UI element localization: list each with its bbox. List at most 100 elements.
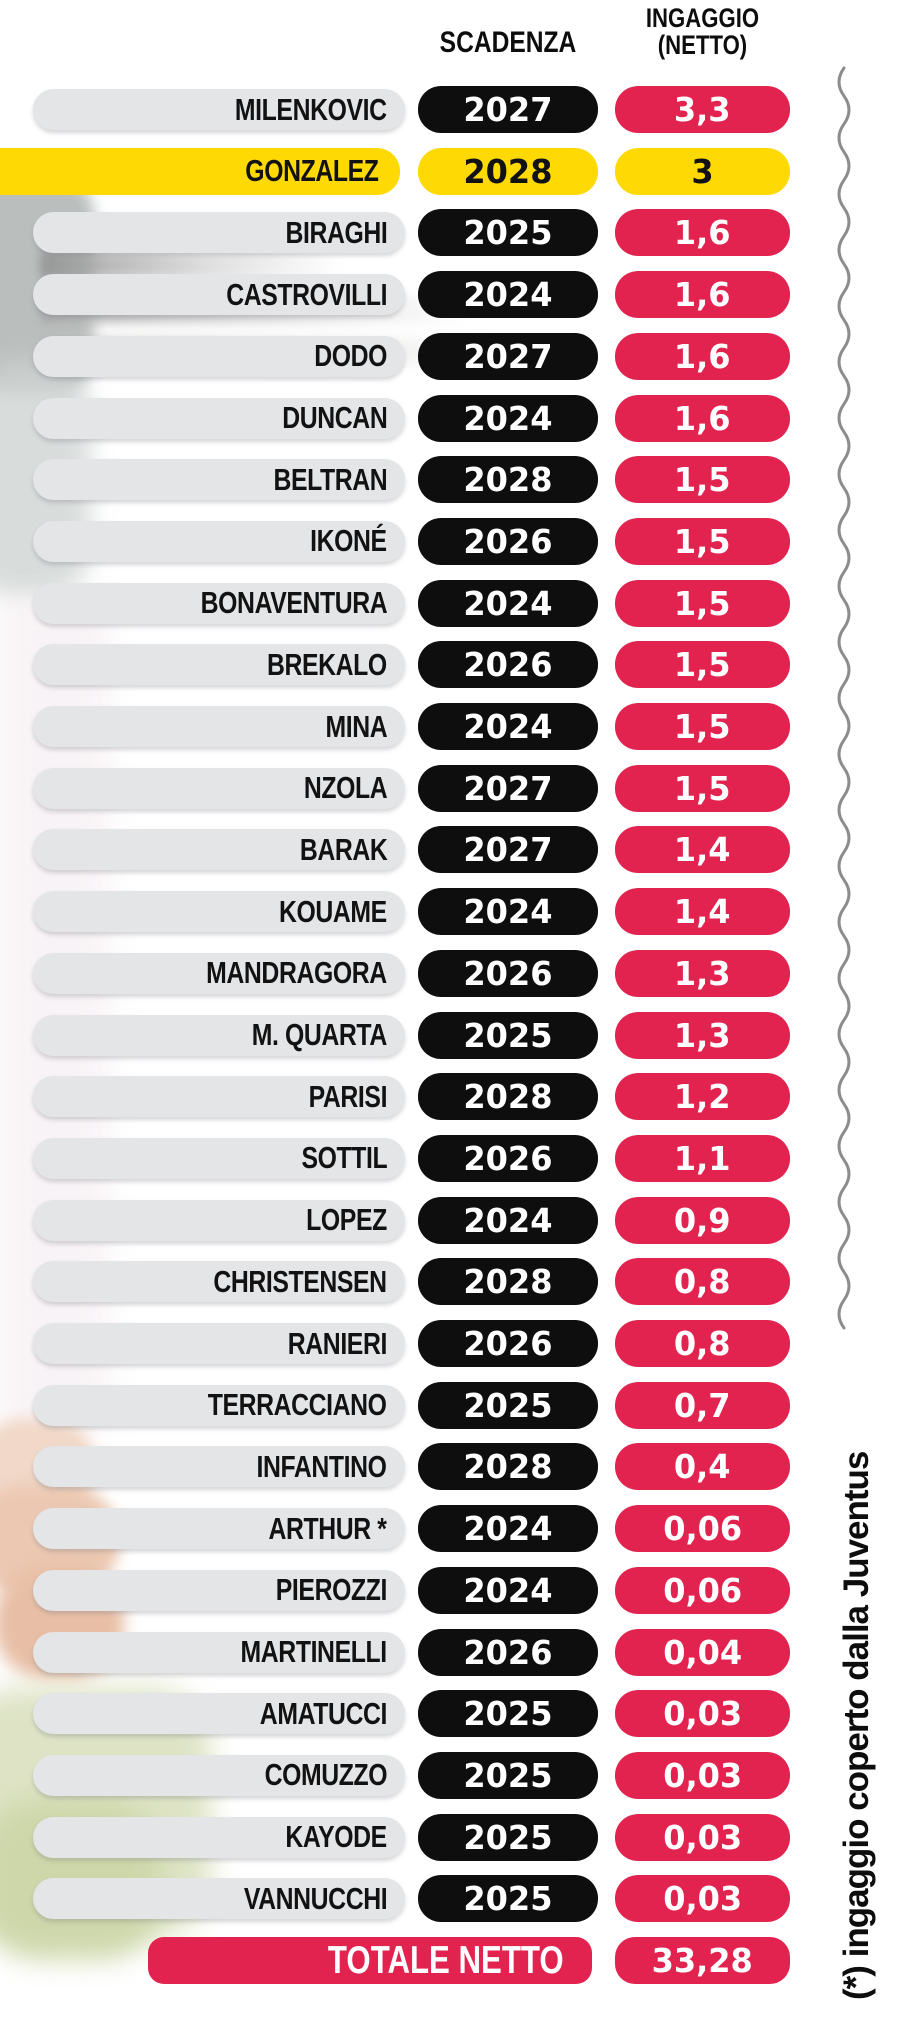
player-name: NZOLA xyxy=(303,770,388,806)
scadenza-value: 2024 xyxy=(463,892,553,932)
scadenza-value: 2026 xyxy=(463,953,553,993)
ingaggio-value: 0,8 xyxy=(674,1324,731,1363)
ingaggio-value: 3 xyxy=(691,151,714,191)
scadenza-value: 2025 xyxy=(463,213,553,253)
table-row: IKONÉ 2026 1,5 xyxy=(0,517,898,565)
table-row: BELTRAN 2028 1,5 xyxy=(0,456,898,504)
scadenza-value: 2024 xyxy=(463,1570,553,1610)
player-name: BREKALO xyxy=(267,646,387,682)
player-name-pill: KAYODE xyxy=(33,1816,405,1858)
total-row: TOTALE NETTO 33,28 xyxy=(0,1937,898,1984)
scadenza-value: 2028 xyxy=(463,151,553,191)
player-name: KOUAME xyxy=(279,893,387,929)
scadenza-pill: 2027 xyxy=(418,826,598,874)
ingaggio-value: 0,06 xyxy=(663,1570,742,1610)
table-row: VANNUCCHI 2025 0,03 xyxy=(0,1875,898,1923)
scadenza-pill: 2027 xyxy=(418,332,598,380)
ingaggio-pill: 1,6 xyxy=(615,332,790,380)
player-name-pill: BELTRAN xyxy=(33,459,405,501)
scadenza-pill: 2028 xyxy=(418,1258,598,1306)
player-name-pill: MANDRAGORA xyxy=(33,952,405,994)
ingaggio-pill: 0,8 xyxy=(615,1258,790,1306)
scadenza-value: 2026 xyxy=(463,1324,553,1363)
ingaggio-pill: 1,5 xyxy=(615,703,790,750)
ingaggio-pill: 1,5 xyxy=(615,764,790,812)
scadenza-pill: 2025 xyxy=(418,1690,598,1738)
player-name: MILENKOVIC xyxy=(235,91,387,127)
scadenza-pill: 2024 xyxy=(418,579,598,627)
ingaggio-pill: 0,8 xyxy=(615,1320,790,1367)
player-name: TERRACCIANO xyxy=(208,1387,387,1423)
scadenza-pill: 2025 xyxy=(418,1381,598,1429)
table-row: DODO 2027 1,6 xyxy=(0,332,898,380)
player-name-pill: TERRACCIANO xyxy=(33,1384,405,1426)
scadenza-value: 2028 xyxy=(463,1262,553,1302)
player-name-pill: PIEROZZI xyxy=(33,1569,405,1611)
ingaggio-value: 1,5 xyxy=(674,645,731,685)
ingaggio-value: 0,04 xyxy=(663,1632,742,1672)
scadenza-pill: 2027 xyxy=(418,764,598,812)
player-name: MANDRAGORA xyxy=(206,955,387,991)
ingaggio-pill: 0,03 xyxy=(615,1690,790,1738)
column-header-ingaggio-line2: (NETTO) xyxy=(657,30,748,60)
player-name: BONAVENTURA xyxy=(200,585,387,621)
ingaggio-value: 1,6 xyxy=(674,275,731,315)
player-name: PIEROZZI xyxy=(275,1572,388,1608)
player-name: SOTTIL xyxy=(301,1140,387,1176)
scadenza-pill: 2025 xyxy=(418,1813,598,1861)
ingaggio-pill: 1,3 xyxy=(615,949,790,997)
player-name-pill: M. QUARTA xyxy=(33,1014,405,1056)
ingaggio-value: 1,5 xyxy=(674,707,731,746)
scadenza-pill: 2024 xyxy=(418,1566,598,1614)
scadenza-pill: 2028 xyxy=(418,147,598,195)
table-row: PARISI 2028 1,2 xyxy=(0,1073,898,1121)
ingaggio-value: 0,03 xyxy=(663,1755,742,1795)
player-name: LOPEZ xyxy=(306,1202,387,1238)
player-name-pill: IKONÉ xyxy=(33,520,405,562)
ingaggio-value: 1,6 xyxy=(674,398,731,438)
ingaggio-value: 1,4 xyxy=(674,892,731,932)
scadenza-value: 2026 xyxy=(463,1138,553,1178)
ingaggio-pill: 1,3 xyxy=(615,1011,790,1059)
ingaggio-value: 1,5 xyxy=(674,521,731,561)
table-row: DUNCAN 2024 1,6 xyxy=(0,394,898,442)
table-row: COMUZZO 2025 0,03 xyxy=(0,1751,898,1799)
table-row: MARTINELLI 2026 0,04 xyxy=(0,1628,898,1676)
player-name-pill: MILENKOVIC xyxy=(33,89,405,130)
scadenza-pill: 2025 xyxy=(418,1011,598,1059)
scadenza-pill: 2025 xyxy=(418,1875,598,1923)
player-name-pill: KOUAME xyxy=(33,891,405,933)
player-name: VANNUCCHI xyxy=(243,1880,388,1916)
player-name-pill: MARTINELLI xyxy=(33,1631,405,1673)
scadenza-value: 2026 xyxy=(463,645,553,685)
table-row: LOPEZ 2024 0,9 xyxy=(0,1196,898,1244)
table-row: GONZALEZ 2028 3 xyxy=(0,147,898,195)
ingaggio-pill: 1,5 xyxy=(615,641,790,689)
table-row: MILENKOVIC 2027 3,3 xyxy=(0,86,898,133)
scadenza-pill: 2024 xyxy=(418,1505,598,1553)
player-name-pill: DODO xyxy=(33,335,405,377)
ingaggio-value: 0,03 xyxy=(663,1817,742,1857)
scadenza-value: 2024 xyxy=(463,275,553,315)
ingaggio-pill: 3 xyxy=(615,147,790,195)
player-name-pill: DUNCAN xyxy=(33,397,405,439)
player-name: PARISI xyxy=(308,1078,388,1114)
ingaggio-pill: 0,03 xyxy=(615,1875,790,1923)
scadenza-pill: 2027 xyxy=(418,86,598,133)
player-name: INFANTINO xyxy=(256,1448,387,1484)
ingaggio-pill: 0,03 xyxy=(615,1751,790,1799)
player-name-pill: ARTHUR * xyxy=(33,1508,405,1550)
table-row: KOUAME 2024 1,4 xyxy=(0,888,898,936)
scadenza-value: 2024 xyxy=(463,398,553,438)
scadenza-pill: 2028 xyxy=(418,1073,598,1121)
table-row: MINA 2024 1,5 xyxy=(0,703,898,750)
ingaggio-value: 0,03 xyxy=(663,1694,742,1734)
table-row: BIRAGHI 2025 1,6 xyxy=(0,209,898,257)
ingaggio-value: 1,6 xyxy=(674,336,731,376)
ingaggio-value: 0,9 xyxy=(674,1200,731,1240)
scadenza-pill: 2028 xyxy=(418,456,598,504)
ingaggio-pill: 1,6 xyxy=(615,394,790,442)
squiggle-divider xyxy=(837,66,851,1330)
table-row: MANDRAGORA 2026 1,3 xyxy=(0,949,898,997)
ingaggio-pill: 0,06 xyxy=(615,1505,790,1553)
